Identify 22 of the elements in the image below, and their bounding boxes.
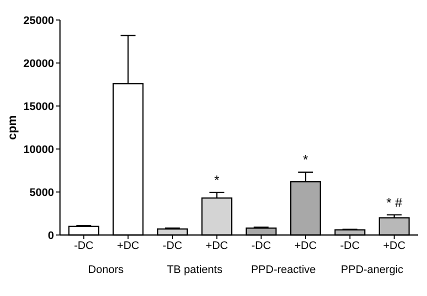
text: TB patients (166, 264, 223, 276)
x-tick-label: +DC (383, 240, 406, 252)
x-tick-label: -DC (74, 240, 94, 252)
y-tick-label: 10000 (23, 144, 54, 156)
data-label: * # (386, 194, 403, 210)
data-label: * (303, 152, 308, 168)
y-tick-label: 25000 (23, 14, 54, 27)
x-tick-label: +DC (294, 240, 317, 252)
x-tick-label: -DC (162, 240, 182, 252)
x-tick-label: +DC (206, 240, 228, 252)
data-label: * (214, 172, 220, 188)
x-tick-label: -DC (251, 240, 272, 252)
x-tick-label: +DC (116, 240, 140, 252)
y-tick-label: 5000 (30, 186, 54, 199)
y-axis-title: cpm (5, 115, 19, 140)
text: PPD-anergic (340, 264, 404, 276)
text: Donors (88, 264, 124, 276)
y-tick-label: 0 (48, 230, 54, 242)
y-tick-label: 20000 (23, 58, 54, 70)
text: PPD-reactive (250, 264, 316, 276)
x-tick-label: -DC (340, 240, 360, 252)
y-tick-label: 15000 (23, 100, 54, 113)
